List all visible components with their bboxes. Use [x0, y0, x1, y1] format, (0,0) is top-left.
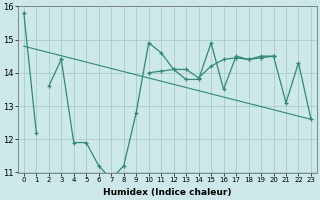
X-axis label: Humidex (Indice chaleur): Humidex (Indice chaleur) — [103, 188, 232, 197]
